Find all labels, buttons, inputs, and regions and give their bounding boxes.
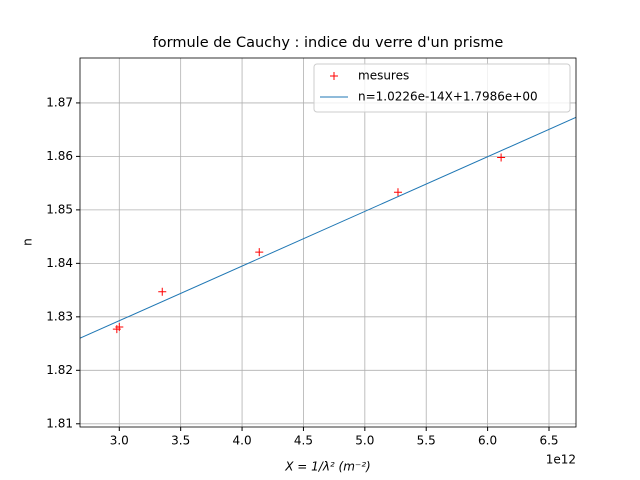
x-tick-label: 4.0	[233, 434, 252, 448]
legend-label: mesures	[358, 69, 409, 83]
y-tick-label: 1.83	[46, 309, 73, 323]
data-point	[393, 188, 402, 197]
y-axis-label: n	[21, 238, 35, 246]
legend-marker	[330, 72, 338, 80]
plot-frame	[79, 57, 577, 428]
y-tick-label: 1.82	[46, 363, 73, 377]
legend-box	[313, 63, 571, 113]
plot-area	[80, 116, 576, 339]
y-tick-label: 1.84	[46, 256, 73, 270]
data-point	[115, 322, 124, 331]
y-tick-label: 1.86	[46, 149, 73, 163]
y-tick-label: 1.81	[46, 416, 73, 430]
x-tick-label: 6.5	[539, 434, 558, 448]
legend: mesures n=1.0226e-14X+1.7986e+00	[313, 63, 571, 113]
data-point	[158, 287, 167, 296]
data-point	[255, 248, 264, 257]
y-tick-label: 1.87	[46, 95, 73, 109]
x-tick-label: 6.0	[478, 434, 497, 448]
fit-line	[80, 116, 576, 339]
x-offset-text: 1e12	[546, 453, 576, 467]
y-tick-label: 1.85	[46, 202, 73, 216]
x-tick-label: 3.0	[110, 434, 129, 448]
x-tick-label: 3.5	[171, 434, 190, 448]
data-point	[497, 153, 506, 162]
chart-title: formule de Cauchy : indice du verre d'un…	[153, 35, 504, 51]
x-tick-label: 5.5	[417, 434, 436, 448]
x-tick-label: 5.0	[355, 434, 374, 448]
legend-label: n=1.0226e-14X+1.7986e+00	[358, 90, 538, 104]
x-tick-label: 4.5	[294, 434, 313, 448]
x-axis-label: X = 1/λ² (m⁻²)	[284, 460, 371, 474]
